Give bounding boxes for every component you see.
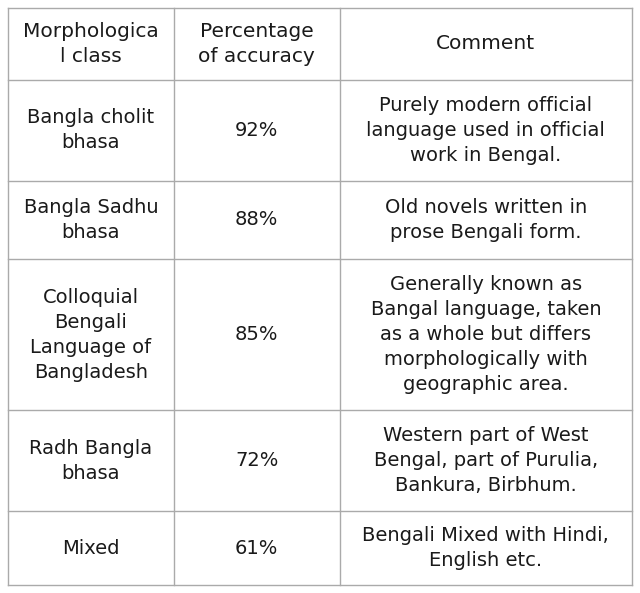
Text: Purely modern official
language used in official
work in Bengal.: Purely modern official language used in … [367,95,605,165]
Text: 85%: 85% [235,325,278,344]
Text: Western part of West
Bengal, part of Purulia,
Bankura, Birbhum.: Western part of West Bengal, part of Pur… [374,426,598,496]
Text: Mixed: Mixed [62,539,120,558]
Text: 88%: 88% [235,211,278,229]
Text: Generally known as
Bangal language, taken
as a whole but differs
morphologically: Generally known as Bangal language, take… [371,275,601,394]
Text: Bengali Mixed with Hindi,
English etc.: Bengali Mixed with Hindi, English etc. [362,526,609,570]
Text: 61%: 61% [235,539,278,558]
Text: Radh Bangla
bhasa: Radh Bangla bhasa [29,439,152,483]
Text: Old novels written in
prose Bengali form.: Old novels written in prose Bengali form… [385,198,587,242]
Text: Bangla Sadhu
bhasa: Bangla Sadhu bhasa [24,198,158,242]
Text: Bangla cholit
bhasa: Bangla cholit bhasa [28,108,154,152]
Text: 92%: 92% [235,121,278,140]
Text: Percentage
of accuracy: Percentage of accuracy [198,22,315,66]
Text: Comment: Comment [436,34,536,53]
Text: Morphologica
l class: Morphologica l class [23,22,159,66]
Text: 72%: 72% [235,451,278,470]
Text: Colloquial
Bengali
Language of
Bangladesh: Colloquial Bengali Language of Banglades… [30,288,152,382]
